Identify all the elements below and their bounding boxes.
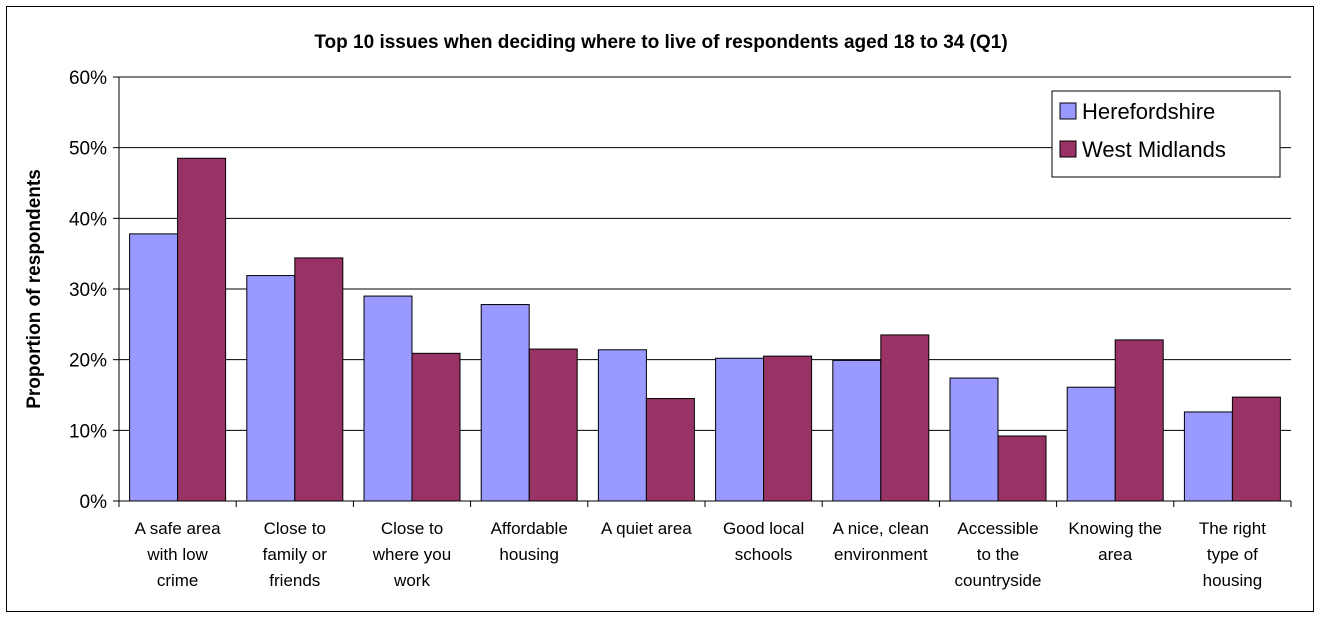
x-category-label-line: countryside	[955, 571, 1042, 590]
x-category-label: A quiet area	[601, 519, 692, 538]
x-category-labels: A safe area with low crime Close to family o…	[135, 519, 1267, 590]
bar-herefordshire	[597, 349, 647, 502]
legend: Herefordshire West Midlands	[1051, 90, 1281, 178]
x-category-label-line: Affordable	[491, 519, 568, 538]
bar-herefordshire	[1183, 411, 1233, 502]
x-category-label-line: A quiet area	[601, 519, 692, 538]
x-category-label: Good local schools	[723, 519, 804, 564]
x-category-label-line: housing	[499, 545, 559, 564]
bar-herefordshire	[949, 377, 999, 502]
x-category-label-line: Accessible	[957, 519, 1038, 538]
y-tick-label: 0%	[80, 492, 108, 513]
legend-swatch	[1059, 140, 1077, 158]
bars	[129, 157, 1281, 502]
x-category-label: A safe area with low crime	[135, 519, 222, 590]
x-category-label: A nice, clean environment	[833, 519, 929, 564]
x-category-label-line: work	[393, 571, 430, 590]
bar-herefordshire	[832, 359, 882, 502]
x-category-label: Close to where you work	[372, 519, 451, 590]
legend-label: Herefordshire	[1082, 99, 1215, 124]
x-category-label-line: friends	[269, 571, 320, 590]
x-category-label: Knowing the area	[1068, 519, 1162, 564]
legend-box	[1051, 90, 1281, 178]
x-category-label-line: schools	[735, 545, 793, 564]
y-tick-label: 40%	[69, 209, 107, 230]
bar-herefordshire	[715, 357, 765, 502]
bar-west-midlands	[880, 334, 930, 502]
x-category-label-line: where you	[372, 545, 451, 564]
bar-west-midlands	[645, 398, 695, 502]
x-category-label: Close to family or friends	[263, 519, 328, 590]
y-tick-label: 50%	[69, 139, 107, 160]
bar-west-midlands	[411, 352, 461, 502]
legend-swatch	[1059, 102, 1077, 120]
bar-west-midlands	[177, 157, 227, 502]
chart-title: Top 10 issues when deciding where to liv…	[314, 32, 1007, 53]
bar-west-midlands	[528, 348, 578, 502]
bar-west-midlands	[294, 257, 344, 502]
x-category-label-line: area	[1098, 545, 1133, 564]
x-category-label-line: Close to	[381, 519, 443, 538]
x-category-label-line: Good local	[723, 519, 804, 538]
y-tick-label: 30%	[69, 280, 107, 301]
bar-herefordshire	[1066, 386, 1116, 502]
x-category-label: Accessible to the countryside	[955, 519, 1042, 590]
bar-herefordshire	[363, 295, 413, 502]
bar-west-midlands	[997, 435, 1047, 502]
x-category-label: The right type of housing	[1199, 519, 1266, 590]
x-category-label-line: type of	[1207, 545, 1258, 564]
y-tick-label: 60%	[69, 68, 107, 89]
y-tick-label: 10%	[69, 421, 107, 442]
x-category-label-line: Knowing the	[1068, 519, 1162, 538]
x-category-label-line: A nice, clean	[833, 519, 929, 538]
y-tick-labels: 0% 10% 20% 30% 40% 50% 60%	[69, 68, 107, 513]
x-category-label-line: with low	[146, 545, 208, 564]
x-category-label-line: The right	[1199, 519, 1266, 538]
axes	[113, 76, 1292, 507]
bar-west-midlands	[1231, 396, 1281, 502]
bar-west-midlands	[763, 355, 813, 502]
x-category-label-line: environment	[834, 545, 928, 564]
x-category-label-line: housing	[1203, 571, 1263, 590]
bar-west-midlands	[1114, 339, 1164, 502]
x-category-label-line: to the	[977, 545, 1020, 564]
x-category-label-line: Close to	[264, 519, 326, 538]
legend-label: West Midlands	[1082, 137, 1226, 162]
y-tick-label: 20%	[69, 351, 107, 372]
x-category-label: Affordable housing	[491, 519, 568, 564]
bar-herefordshire	[129, 233, 179, 502]
y-axis-label: Proportion of respondents	[24, 169, 45, 409]
bar-herefordshire	[480, 304, 530, 502]
x-category-label-line: A safe area	[135, 519, 222, 538]
x-category-label-line: crime	[157, 571, 199, 590]
x-category-label-line: family or	[263, 545, 328, 564]
bar-herefordshire	[246, 275, 296, 502]
